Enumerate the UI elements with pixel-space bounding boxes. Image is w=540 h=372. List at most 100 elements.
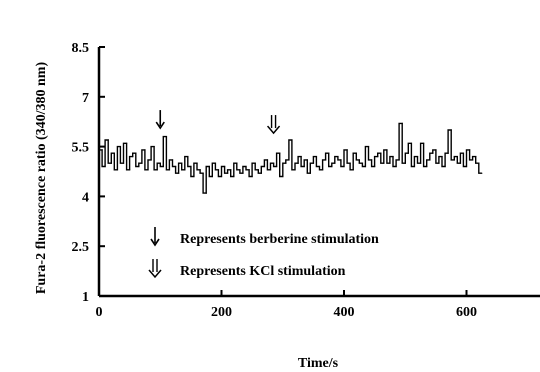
- data-point: [401, 122, 403, 124]
- y-axis-title: Fura-2 fluorescence ratio (340/380 nm): [34, 62, 49, 295]
- data-point: [220, 175, 223, 178]
- x-tick-label: 200: [211, 305, 232, 320]
- data-point: [208, 165, 210, 168]
- data-point: [478, 162, 480, 164]
- data-point: [322, 169, 324, 171]
- axes: [97, 47, 540, 298]
- data-point: [285, 162, 287, 164]
- data-point: [132, 156, 134, 158]
- data-point: [343, 165, 345, 168]
- data-point: [266, 159, 268, 161]
- data-point: [459, 162, 461, 164]
- data-point: [110, 162, 112, 164]
- data-point: [196, 162, 198, 164]
- series-line-0: [98, 122, 482, 194]
- data-point: [395, 165, 397, 168]
- data-point: [147, 169, 149, 171]
- legend-label-kcl: Represents KCl stimulation: [180, 264, 346, 279]
- data-point: [187, 156, 189, 158]
- data-point: [156, 169, 158, 171]
- data-point: [413, 165, 415, 168]
- data-point: [107, 139, 109, 141]
- data-point: [355, 152, 357, 154]
- data-point: [224, 165, 226, 168]
- data-point: [377, 156, 379, 158]
- data-point: [254, 162, 256, 164]
- y-tick-label: 4: [82, 190, 89, 205]
- data-point: [361, 162, 363, 164]
- data-point: [230, 169, 232, 171]
- data-point: [242, 172, 244, 174]
- data-point: [420, 162, 422, 164]
- data-point: [303, 165, 305, 168]
- data-point: [331, 165, 333, 168]
- data-point: [432, 152, 434, 154]
- data-point: [233, 175, 235, 178]
- data-point: [423, 142, 425, 144]
- data-point: [184, 169, 186, 171]
- data-point: [214, 162, 216, 164]
- data-point: [257, 169, 259, 171]
- data-point: [202, 172, 204, 174]
- data-point: [367, 146, 370, 148]
- data-point: [358, 159, 360, 161]
- data-point: [239, 169, 241, 171]
- data-point: [410, 142, 412, 144]
- data-point: [248, 169, 250, 171]
- data-point: [453, 159, 455, 161]
- kcl-stimulation-arrow-icon: [266, 115, 281, 135]
- data-point: [153, 146, 155, 148]
- data-point: [279, 152, 281, 154]
- data-point: [340, 159, 342, 161]
- data-point: [325, 159, 327, 161]
- data-point: [101, 149, 103, 151]
- data-point: [168, 169, 170, 171]
- data-point: [260, 172, 262, 174]
- data-point: [447, 152, 449, 154]
- data-point: [469, 149, 471, 151]
- data-point: [392, 156, 394, 158]
- x-tick-label: 400: [334, 305, 355, 320]
- y-tick-label: 1: [82, 290, 89, 305]
- y-tick-label: 8.5: [72, 41, 90, 56]
- data-point: [217, 169, 219, 171]
- data-point: [150, 159, 152, 161]
- data-point: [116, 169, 118, 171]
- data-point: [193, 175, 195, 178]
- series-layer: [98, 122, 483, 194]
- annotation-layer: [155, 110, 281, 135]
- data-point: [465, 165, 468, 168]
- data-point: [309, 172, 311, 174]
- data-point: [162, 165, 164, 168]
- data-point: [297, 162, 299, 164]
- data-point: [227, 172, 229, 174]
- data-point: [475, 156, 477, 158]
- data-point: [144, 149, 146, 151]
- data-point: [429, 159, 431, 161]
- data-point: [398, 159, 400, 161]
- data-point: [407, 152, 409, 154]
- data-point: [300, 156, 302, 158]
- berberine-stimulation-arrow-icon: [155, 110, 165, 130]
- y-tick-label: 5.5: [72, 141, 90, 156]
- data-point: [273, 162, 275, 164]
- data-point: [122, 162, 125, 164]
- data-point: [306, 159, 308, 161]
- data-point: [334, 162, 336, 164]
- data-point: [119, 146, 121, 148]
- data-point: [404, 162, 406, 164]
- data-point: [450, 129, 452, 131]
- y-ticks: 1 2.5 4 5.5 7 8.5: [72, 41, 105, 305]
- y-tick-label: 2.5: [72, 240, 90, 255]
- data-point: [312, 162, 314, 164]
- data-point: [205, 192, 207, 194]
- data-point: [438, 162, 440, 164]
- data-point: [104, 165, 106, 168]
- data-point: [126, 142, 128, 144]
- data-point: [374, 165, 376, 168]
- data-point: [441, 156, 443, 158]
- data-point: [245, 165, 247, 168]
- data-point: [269, 169, 272, 171]
- data-point: [315, 156, 317, 158]
